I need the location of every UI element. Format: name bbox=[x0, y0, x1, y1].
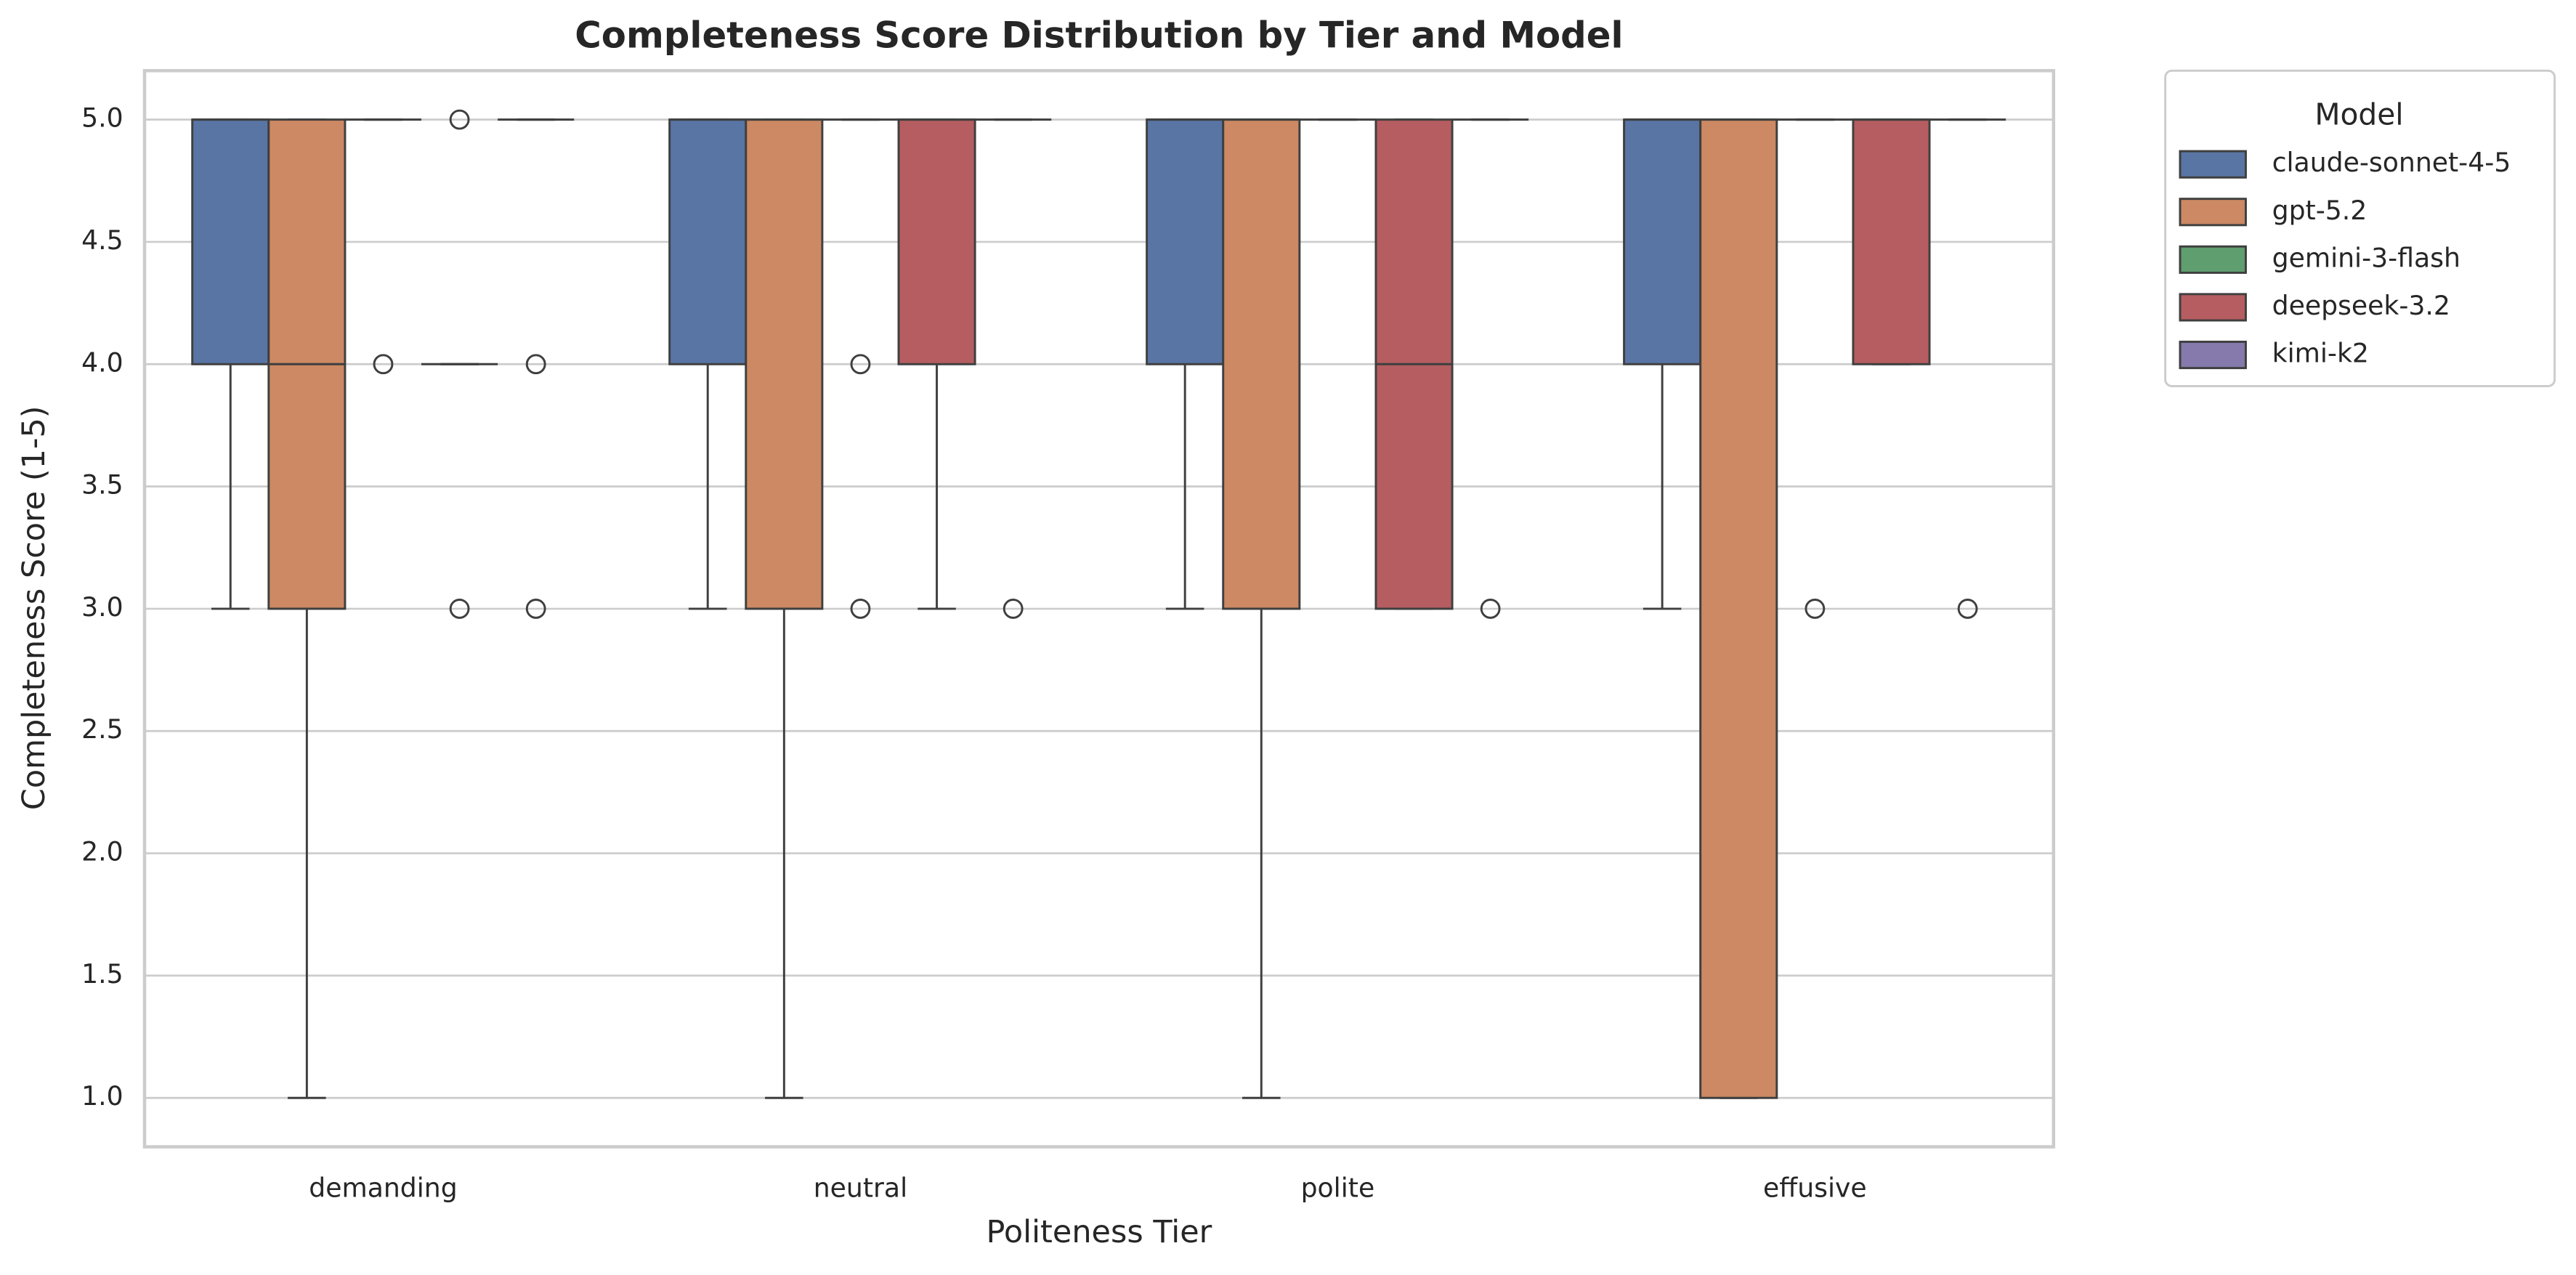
box bbox=[1623, 118, 1702, 365]
legend-label: gpt-5.2 bbox=[2272, 195, 2368, 226]
x-tick-label: polite bbox=[1301, 1172, 1375, 1203]
x-tick-label: neutral bbox=[814, 1172, 907, 1203]
y-tick-label: 4.5 bbox=[81, 224, 123, 256]
x-tick-label: demanding bbox=[309, 1172, 457, 1203]
legend-label: gemini-3-flash bbox=[2272, 242, 2460, 273]
outlier bbox=[850, 599, 871, 619]
outlier bbox=[1957, 599, 1978, 619]
outlier bbox=[525, 599, 546, 619]
outlier bbox=[449, 109, 470, 130]
y-tick-label: 1.0 bbox=[81, 1080, 123, 1112]
box bbox=[1699, 118, 1778, 1099]
y-tick-label: 3.5 bbox=[81, 469, 123, 501]
legend-swatch bbox=[2179, 150, 2247, 179]
legend-swatch bbox=[2179, 293, 2247, 322]
x-axis-label: Politeness Tier bbox=[987, 1214, 1212, 1250]
legend-label: kimi-k2 bbox=[2272, 338, 2369, 369]
outlier bbox=[1003, 599, 1024, 619]
y-tick-label: 3.0 bbox=[81, 591, 123, 623]
box bbox=[668, 118, 748, 365]
outlier bbox=[449, 599, 470, 619]
legend-swatch bbox=[2179, 340, 2247, 370]
y-tick-label: 5.0 bbox=[81, 102, 123, 134]
legend-swatch bbox=[2179, 198, 2247, 227]
box bbox=[745, 118, 824, 610]
box bbox=[1146, 118, 1225, 365]
box bbox=[897, 118, 976, 365]
box bbox=[191, 118, 270, 365]
legend-label: deepseek-3.2 bbox=[2272, 290, 2450, 321]
outlier bbox=[525, 354, 546, 375]
box bbox=[1852, 118, 1931, 365]
y-tick-label: 4.0 bbox=[81, 347, 123, 378]
outlier bbox=[850, 354, 871, 375]
outlier bbox=[373, 354, 394, 375]
legend-title: Model bbox=[2314, 97, 2403, 132]
legend-swatch bbox=[2179, 245, 2247, 274]
x-tick-label: effusive bbox=[1763, 1172, 1867, 1203]
y-tick-label: 2.5 bbox=[81, 713, 123, 745]
y-axis-label: Completeness Score (1-5) bbox=[16, 405, 52, 810]
y-tick-label: 1.5 bbox=[81, 958, 123, 989]
outlier bbox=[1805, 599, 1826, 619]
legend-label: claude-sonnet-4-5 bbox=[2272, 147, 2511, 178]
chart-title: Completeness Score Distribution by Tier … bbox=[575, 15, 1623, 57]
legend-frame bbox=[2164, 69, 2556, 387]
outlier bbox=[1480, 599, 1501, 619]
plot-frame bbox=[142, 69, 2056, 1149]
y-tick-label: 2.0 bbox=[81, 836, 123, 867]
box bbox=[1222, 118, 1301, 610]
